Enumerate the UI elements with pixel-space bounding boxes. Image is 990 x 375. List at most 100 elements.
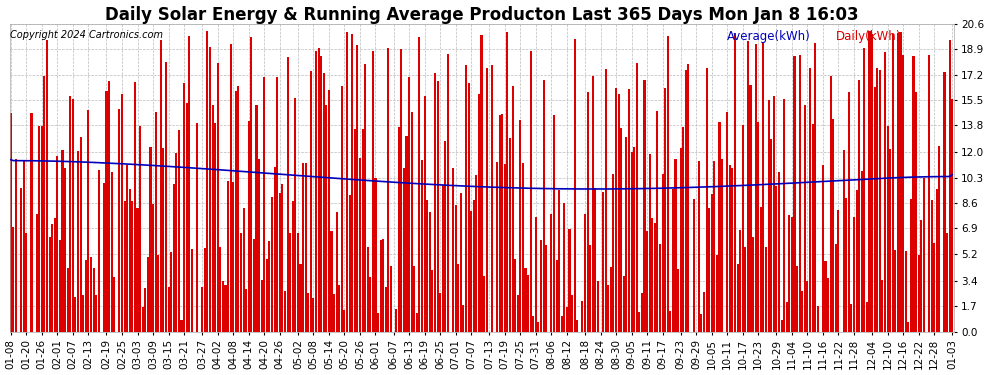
Bar xyxy=(465,65,467,332)
Bar xyxy=(103,183,105,332)
Bar xyxy=(558,190,560,332)
Bar xyxy=(623,276,625,332)
Bar xyxy=(778,172,780,332)
Bar xyxy=(26,233,28,332)
Bar xyxy=(302,163,304,332)
Bar xyxy=(206,32,209,332)
Bar xyxy=(602,192,604,332)
Bar xyxy=(948,40,950,332)
Bar xyxy=(188,36,190,332)
Bar xyxy=(429,212,431,332)
Bar xyxy=(729,165,731,332)
Bar xyxy=(884,52,886,332)
Bar xyxy=(432,270,434,332)
Bar xyxy=(421,160,423,332)
Bar xyxy=(698,160,700,332)
Bar xyxy=(830,76,832,332)
Bar xyxy=(693,199,695,332)
Bar xyxy=(74,297,76,332)
Bar xyxy=(66,268,68,332)
Bar xyxy=(936,189,938,332)
Bar xyxy=(214,123,216,332)
Bar xyxy=(576,320,578,332)
Bar xyxy=(512,86,514,332)
Bar xyxy=(442,185,444,332)
Bar xyxy=(853,217,855,332)
Bar xyxy=(646,231,648,332)
Bar xyxy=(310,71,312,332)
Bar xyxy=(53,218,55,332)
Bar xyxy=(121,94,123,332)
Bar xyxy=(514,259,516,332)
Bar xyxy=(292,201,294,332)
Bar xyxy=(620,128,623,332)
Bar xyxy=(923,177,925,332)
Bar xyxy=(152,204,154,332)
Bar xyxy=(59,240,61,332)
Bar xyxy=(426,200,429,332)
Bar xyxy=(540,240,543,332)
Bar xyxy=(509,138,511,332)
Bar xyxy=(845,198,847,332)
Bar xyxy=(240,233,242,332)
Bar xyxy=(165,62,167,332)
Bar xyxy=(142,307,144,332)
Bar xyxy=(79,137,81,332)
Bar xyxy=(553,116,555,332)
Bar xyxy=(326,105,328,332)
Bar xyxy=(459,193,462,332)
Bar xyxy=(920,220,923,332)
Bar xyxy=(804,105,806,332)
Bar xyxy=(499,115,501,332)
Bar xyxy=(377,312,379,332)
Bar xyxy=(786,302,788,332)
Bar xyxy=(473,200,475,332)
Bar xyxy=(889,149,891,332)
Bar xyxy=(545,245,547,332)
Bar xyxy=(817,306,819,332)
Bar xyxy=(113,277,115,332)
Bar xyxy=(209,46,211,332)
Bar xyxy=(12,226,15,332)
Bar xyxy=(868,31,870,332)
Bar xyxy=(757,122,759,332)
Bar xyxy=(905,252,907,332)
Bar xyxy=(313,298,315,332)
Bar xyxy=(700,314,703,332)
Bar xyxy=(353,129,355,332)
Bar xyxy=(760,207,762,332)
Bar xyxy=(20,188,22,332)
Bar xyxy=(36,214,38,332)
Bar xyxy=(323,73,325,332)
Bar xyxy=(90,256,92,332)
Bar xyxy=(504,164,506,332)
Bar xyxy=(835,244,837,332)
Bar xyxy=(586,92,589,332)
Bar xyxy=(191,249,193,332)
Bar xyxy=(799,55,801,332)
Bar xyxy=(147,256,148,332)
Bar xyxy=(563,203,565,332)
Bar xyxy=(913,56,915,332)
Bar xyxy=(467,83,469,332)
Bar xyxy=(227,181,229,332)
Bar xyxy=(154,112,156,332)
Bar xyxy=(560,316,562,332)
Bar xyxy=(333,294,336,332)
Bar xyxy=(946,233,948,332)
Bar xyxy=(437,81,439,332)
Bar xyxy=(711,194,713,332)
Bar xyxy=(111,172,113,332)
Bar xyxy=(72,99,74,332)
Bar xyxy=(812,124,814,332)
Bar xyxy=(775,186,777,332)
Bar xyxy=(175,153,177,332)
Bar xyxy=(475,175,477,332)
Bar xyxy=(170,252,172,332)
Bar xyxy=(77,151,79,332)
Bar xyxy=(217,63,219,332)
Bar xyxy=(446,54,448,332)
Bar xyxy=(822,165,824,332)
Bar xyxy=(403,168,405,332)
Bar xyxy=(765,247,767,332)
